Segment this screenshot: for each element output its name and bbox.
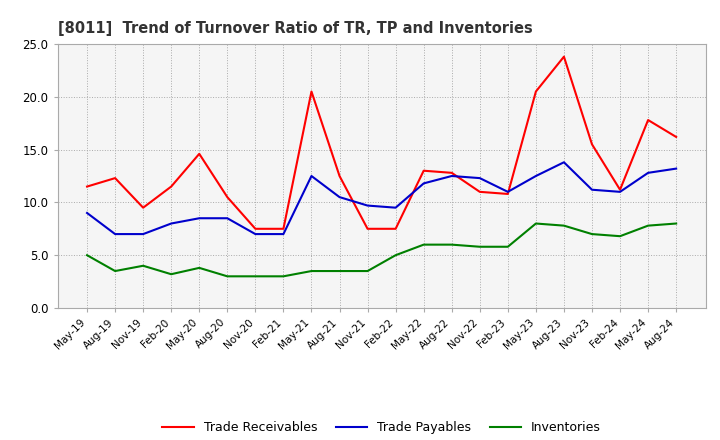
Inventories [531, 221, 540, 226]
Trade Receivables [251, 226, 260, 231]
Inventories [307, 268, 316, 274]
Trade Payables [167, 221, 176, 226]
Trade Payables [644, 170, 652, 176]
Inventories [391, 253, 400, 258]
Trade Receivables [672, 134, 680, 139]
Inventories [559, 223, 568, 228]
Trade Payables [475, 176, 484, 181]
Trade Payables [559, 160, 568, 165]
Trade Receivables [475, 189, 484, 194]
Trade Payables [139, 231, 148, 237]
Inventories [139, 263, 148, 268]
Trade Payables [195, 216, 204, 221]
Trade Receivables [139, 205, 148, 210]
Text: [8011]  Trend of Turnover Ratio of TR, TP and Inventories: [8011] Trend of Turnover Ratio of TR, TP… [58, 21, 532, 36]
Trade Receivables [307, 89, 316, 94]
Inventories [616, 234, 624, 239]
Trade Payables [83, 210, 91, 216]
Trade Payables [364, 203, 372, 208]
Trade Payables [307, 173, 316, 179]
Trade Payables [447, 173, 456, 179]
Trade Payables [588, 187, 596, 192]
Inventories [503, 244, 512, 249]
Trade Receivables [167, 184, 176, 189]
Trade Payables [419, 181, 428, 186]
Line: Trade Payables: Trade Payables [87, 162, 676, 234]
Inventories [336, 268, 344, 274]
Trade Receivables [279, 226, 288, 231]
Trade Receivables [531, 89, 540, 94]
Inventories [279, 274, 288, 279]
Inventories [447, 242, 456, 247]
Trade Receivables [364, 226, 372, 231]
Trade Payables [111, 231, 120, 237]
Trade Receivables [559, 54, 568, 59]
Inventories [475, 244, 484, 249]
Inventories [419, 242, 428, 247]
Legend: Trade Receivables, Trade Payables, Inventories: Trade Receivables, Trade Payables, Inven… [157, 416, 606, 439]
Inventories [111, 268, 120, 274]
Inventories [167, 271, 176, 277]
Inventories [223, 274, 232, 279]
Trade Receivables [503, 191, 512, 197]
Trade Receivables [336, 173, 344, 179]
Trade Payables [336, 194, 344, 200]
Trade Payables [531, 173, 540, 179]
Trade Receivables [644, 117, 652, 123]
Trade Receivables [616, 187, 624, 192]
Inventories [644, 223, 652, 228]
Line: Trade Receivables: Trade Receivables [87, 57, 676, 229]
Trade Payables [391, 205, 400, 210]
Inventories [364, 268, 372, 274]
Trade Receivables [419, 168, 428, 173]
Trade Receivables [588, 142, 596, 147]
Trade Payables [223, 216, 232, 221]
Trade Receivables [83, 184, 91, 189]
Inventories [588, 231, 596, 237]
Trade Payables [503, 189, 512, 194]
Trade Receivables [447, 170, 456, 176]
Trade Payables [672, 166, 680, 171]
Inventories [672, 221, 680, 226]
Trade Receivables [223, 194, 232, 200]
Inventories [251, 274, 260, 279]
Trade Payables [251, 231, 260, 237]
Trade Payables [616, 189, 624, 194]
Trade Receivables [391, 226, 400, 231]
Line: Inventories: Inventories [87, 224, 676, 276]
Trade Receivables [111, 176, 120, 181]
Trade Receivables [195, 151, 204, 157]
Inventories [195, 265, 204, 271]
Inventories [83, 253, 91, 258]
Trade Payables [279, 231, 288, 237]
